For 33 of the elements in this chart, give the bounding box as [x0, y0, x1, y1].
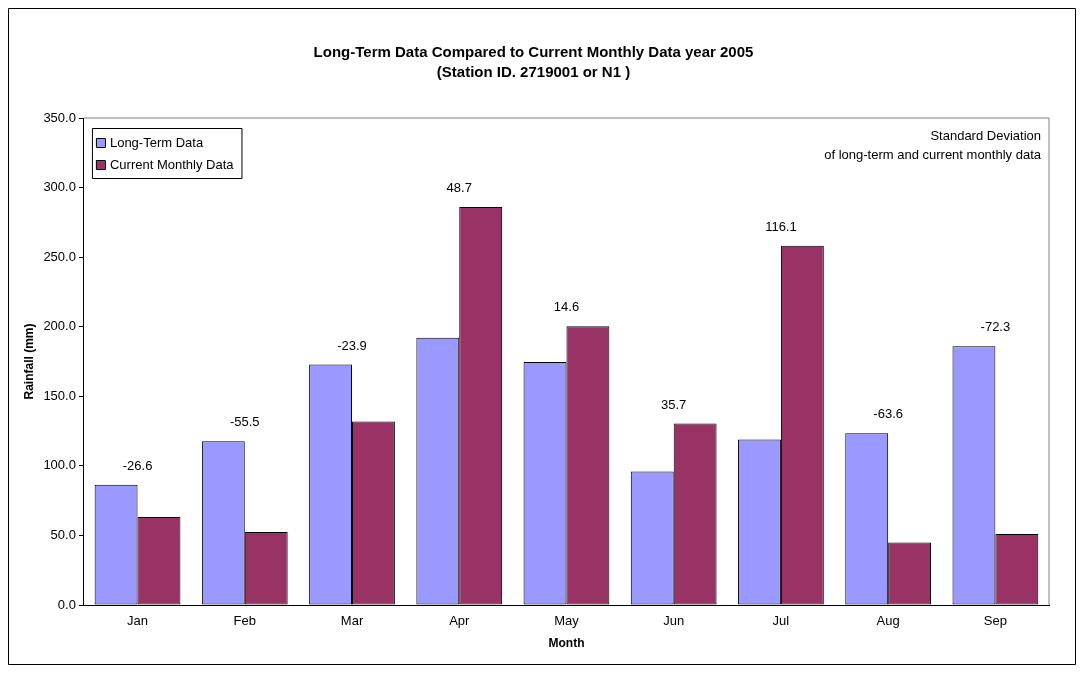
- x-tick-label: Feb: [233, 613, 256, 629]
- annotation: -63.6: [873, 406, 903, 422]
- annotation: 35.7: [661, 396, 687, 412]
- legend-label: Long-Term Data: [109, 134, 204, 150]
- annotation: 48.7: [446, 180, 472, 196]
- x-tick-label: Jul: [772, 613, 790, 629]
- annotation: -26.6: [122, 457, 153, 473]
- chart-title: Long-Term Data Compared to Current Monthly Data year 2005: [313, 43, 754, 61]
- y-tick-label: 300.0: [43, 179, 76, 195]
- x-tick-label: May: [554, 613, 580, 629]
- y-tick-label: 50.0: [50, 527, 76, 543]
- chart-subtitle: (Station ID. 2719001 or N1 ): [436, 63, 631, 81]
- x-tick-label: Mar: [340, 613, 364, 629]
- x-tick-label: Apr: [449, 613, 471, 629]
- annotation: 14.6: [553, 299, 580, 315]
- y-axis-title: Rainfall (mm): [21, 323, 36, 400]
- x-tick-label: Jun: [663, 613, 685, 629]
- annotation: -23.9: [337, 337, 367, 353]
- x-tick-label: Aug: [876, 613, 900, 629]
- y-tick-label: 150.0: [43, 387, 76, 403]
- y-tick-label: 0.0: [57, 596, 76, 612]
- annotation: 116.1: [765, 218, 797, 234]
- y-tick-label: 100.0: [43, 457, 76, 473]
- x-tick-label: Jan: [127, 613, 149, 629]
- legend-label: Current Monthly Data: [109, 156, 235, 172]
- annotation: Standard Deviation of long-term and current monthly data: [824, 128, 1042, 163]
- x-tick-label: Sep: [983, 613, 1007, 629]
- annotation: -72.3: [980, 319, 1011, 335]
- annotation: -55.5: [229, 414, 260, 430]
- x-axis-title: Month: [548, 636, 585, 651]
- y-tick-label: 200.0: [43, 318, 76, 334]
- y-tick-label: 350.0: [43, 109, 76, 125]
- y-tick-label: 250.0: [43, 248, 76, 264]
